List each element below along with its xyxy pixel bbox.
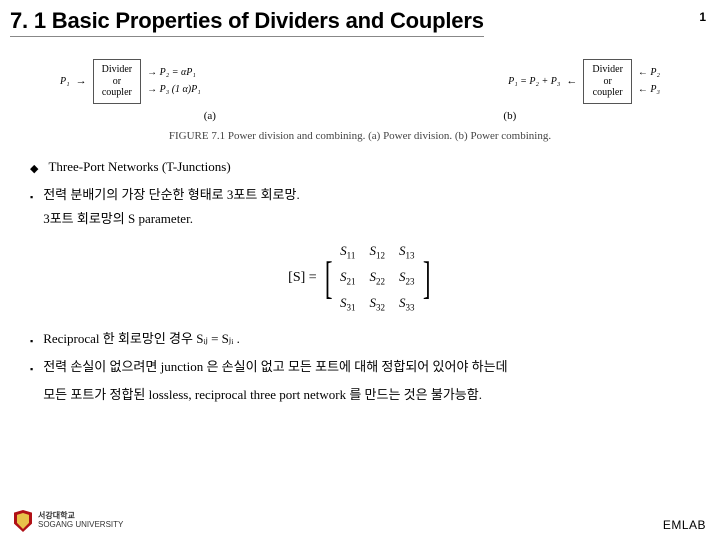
figure-sublabels: (a) (b) (60, 110, 660, 122)
figure-panel-b: P₁ = P₂ + P₃ ← Divider or coupler ← P₂ ←… (508, 59, 660, 104)
bullet1-line2: 3포트 회로망의 S parameter. (43, 208, 692, 230)
matrix-lhs: [S] = (288, 266, 317, 290)
p2-out-label: → P₂ = αP₁ (147, 67, 201, 78)
page-title: 7. 1 Basic Properties of Dividers and Co… (10, 8, 484, 37)
sublabel-a: (a) (204, 110, 216, 122)
figure-7-1: P₁ → Divider or coupler → P₂ = αP₁ → P₃ … (60, 59, 660, 104)
block-b-line1: Divider (592, 64, 623, 76)
block-b-line3: coupler (592, 87, 623, 99)
divider-block-b: Divider or coupler (583, 59, 632, 104)
figure-caption: FIGURE 7.1 Power division and combining.… (0, 130, 720, 142)
diamond-bullet-icon: ◆ (30, 160, 38, 179)
matrix-grid: S11 S12 S13 S21 S22 S23 S31 S32 S33 (340, 240, 415, 316)
lab-name: EMLAB (663, 518, 706, 532)
block-a-line2: or (102, 76, 133, 88)
square-bullet-icon: ▪ (30, 190, 33, 205)
p1-label: P₁ (60, 76, 70, 87)
block-a-line1: Divider (102, 64, 133, 76)
uni-name-en: SOGANG UNIVERSITY (38, 521, 123, 530)
university-logo: 서강대학교 SOGANG UNIVERSITY (14, 510, 123, 532)
block-a-line3: coupler (102, 87, 133, 99)
shield-icon (14, 510, 32, 532)
square-bullet-icon: ▪ (30, 334, 33, 349)
right-bracket-icon: ] (422, 262, 430, 294)
bullet1-line1: 전력 분배기의 가장 단순한 형태로 3포트 회로망. (43, 184, 692, 206)
left-bracket-icon: [ (325, 262, 333, 294)
bullet2: Reciprocal 한 회로망인 경우 Sᵢⱼ = Sⱼᵢ . (43, 328, 692, 350)
p2-in-label: ← P₂ (638, 67, 660, 78)
s-matrix: [S] = [ S11 S12 S13 S21 S22 S23 S31 S32 … (30, 240, 692, 316)
tport-heading: Three-Port Networks (T-Junctions) (48, 156, 692, 178)
p3-out-label: → P₃ (1 α)P₁ (147, 84, 201, 95)
block-b-line2: or (592, 76, 623, 88)
page-number: 1 (699, 10, 706, 24)
bullet3-line1: 전력 손실이 없으려면 junction 은 손실이 없고 모든 포트에 대해 … (43, 356, 692, 378)
arrow-right-icon: → (76, 75, 87, 87)
figure-panel-a: P₁ → Divider or coupler → P₂ = αP₁ → P₃ … (60, 59, 201, 104)
arrow-left-icon: ← (566, 75, 577, 87)
square-bullet-icon: ▪ (30, 362, 33, 377)
content-body: ◆ Three-Port Networks (T-Junctions) ▪ 전력… (0, 156, 720, 407)
p1-sum-label: P₁ = P₂ + P₃ (508, 76, 560, 87)
sublabel-b: (b) (503, 110, 516, 122)
divider-block-a: Divider or coupler (93, 59, 142, 104)
bullet3-line2: 모든 포트가 정합된 lossless, reciprocal three po… (43, 384, 692, 406)
p3-in-label: ← P₃ (638, 84, 660, 95)
